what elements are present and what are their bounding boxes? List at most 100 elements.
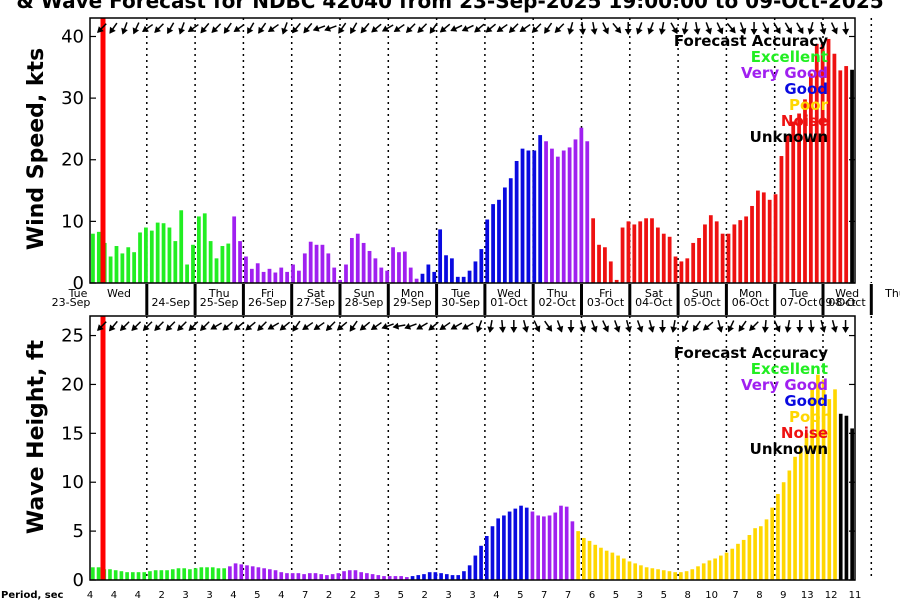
date-label: 06-Oct bbox=[732, 296, 770, 309]
wind-bar bbox=[485, 219, 490, 283]
legend-item: Noise bbox=[781, 424, 828, 442]
wind-direction-arrow bbox=[200, 22, 210, 34]
wind-bar bbox=[514, 160, 519, 283]
legend-item: Poor bbox=[789, 408, 829, 426]
wind-direction-arrow bbox=[762, 22, 770, 35]
wind-bar bbox=[832, 53, 837, 283]
wind-bar bbox=[391, 247, 395, 283]
date-label: 29-Sep bbox=[393, 296, 432, 309]
wind-direction-arrow bbox=[429, 22, 438, 34]
wave-bar bbox=[490, 526, 495, 580]
wind-bar bbox=[120, 253, 125, 283]
wind-direction-arrow bbox=[807, 22, 815, 35]
wind-bar bbox=[644, 218, 648, 283]
wave-bar bbox=[290, 573, 295, 580]
wave-direction-arrow bbox=[692, 320, 701, 332]
wind-bar bbox=[420, 273, 425, 283]
wind-direction-arrow bbox=[819, 22, 827, 35]
wave-bar bbox=[542, 516, 546, 580]
wind-direction-arrow bbox=[97, 23, 107, 33]
period-value: 5 bbox=[254, 590, 260, 600]
wind-bar bbox=[585, 141, 590, 283]
period-axis-label: Period, sec bbox=[1, 590, 64, 600]
wind-direction-arrow bbox=[796, 22, 804, 35]
wave-bar bbox=[816, 374, 820, 580]
wave-direction-arrow bbox=[450, 322, 463, 330]
wave-bar bbox=[690, 569, 695, 580]
wave-bar bbox=[621, 558, 626, 580]
wind-direction-arrow bbox=[624, 22, 632, 35]
wind-y-axis-label: Wind Speed, kts bbox=[24, 48, 49, 250]
wave-bar bbox=[119, 571, 124, 580]
wave-direction-arrow bbox=[428, 321, 439, 331]
wind-bar bbox=[208, 241, 213, 283]
wind-bar bbox=[302, 253, 307, 283]
wave-bar bbox=[753, 528, 757, 580]
wind-bar bbox=[414, 278, 419, 283]
date-label: 30-Sep bbox=[441, 296, 480, 309]
period-value: 5 bbox=[398, 590, 404, 600]
wave-direction-arrow bbox=[416, 322, 428, 330]
legend-item: Good bbox=[784, 392, 828, 410]
wave-direction-arrow bbox=[267, 322, 280, 330]
wave-bar bbox=[707, 560, 712, 580]
wave-bar bbox=[239, 564, 244, 580]
wave-bar bbox=[473, 555, 478, 580]
wind-bar bbox=[673, 256, 678, 283]
period-value: 11 bbox=[849, 590, 862, 600]
wave-bar bbox=[524, 507, 529, 580]
wind-direction-arrow bbox=[258, 22, 267, 34]
date-label: 28-Sep bbox=[345, 296, 384, 309]
period-value: 5 bbox=[517, 590, 523, 600]
wave-direction-arrow bbox=[830, 320, 838, 333]
wind-direction-arrow bbox=[109, 22, 118, 34]
period-value: 7 bbox=[732, 590, 738, 600]
wave-bar bbox=[467, 565, 472, 580]
wave-direction-arrow bbox=[131, 321, 142, 331]
day-label: Mon bbox=[401, 287, 424, 300]
wave-bar bbox=[776, 493, 780, 580]
wind-bar bbox=[385, 270, 390, 283]
wave-bar bbox=[661, 570, 666, 580]
wave-bar bbox=[210, 567, 215, 580]
wind-bar bbox=[132, 252, 137, 283]
wind-direction-arrow bbox=[658, 21, 666, 35]
wind-bar bbox=[114, 246, 119, 283]
wave-direction-arrow bbox=[461, 322, 474, 330]
wind-bar bbox=[491, 204, 495, 283]
period-value: 4 bbox=[278, 590, 284, 600]
wave-bar bbox=[667, 571, 672, 580]
wave-bar bbox=[347, 570, 352, 580]
wind-direction-arrow bbox=[121, 22, 128, 35]
date-label: 09-Oct bbox=[818, 296, 856, 309]
wind-direction-arrow bbox=[233, 23, 245, 33]
wind-bar bbox=[614, 279, 619, 283]
chart-title: & Wave Forecast for NDBC 42040 from 23-S… bbox=[16, 0, 883, 13]
legend-item: Excellent bbox=[751, 48, 828, 66]
wave-direction-arrow bbox=[590, 320, 598, 333]
wind-bar bbox=[708, 215, 713, 283]
wind-bar bbox=[502, 187, 507, 283]
wind-direction-arrow bbox=[247, 22, 255, 35]
wind-direction-arrow bbox=[670, 22, 678, 35]
plot-frame bbox=[89, 315, 856, 581]
wind-direction-arrow bbox=[579, 21, 587, 35]
wind-direction-arrow bbox=[211, 23, 222, 33]
wind-direction-arrow bbox=[142, 23, 154, 33]
wave-bar bbox=[627, 561, 632, 580]
wave-direction-arrow bbox=[302, 321, 314, 331]
wind-bar bbox=[167, 227, 172, 283]
wave-bar bbox=[604, 550, 609, 580]
wave-direction-arrow bbox=[738, 320, 747, 332]
wave-bar bbox=[650, 568, 655, 580]
wave-bar bbox=[359, 572, 363, 580]
wind-direction-arrow bbox=[590, 21, 598, 35]
wave-direction-arrow bbox=[210, 322, 222, 330]
day-label: Thu bbox=[884, 287, 900, 300]
wind-bar bbox=[379, 267, 384, 283]
wave-bar bbox=[433, 572, 438, 580]
wind-bar bbox=[785, 135, 790, 283]
wind-direction-arrow bbox=[178, 22, 186, 35]
wind-bar bbox=[650, 218, 654, 283]
wind-bar bbox=[344, 264, 348, 283]
